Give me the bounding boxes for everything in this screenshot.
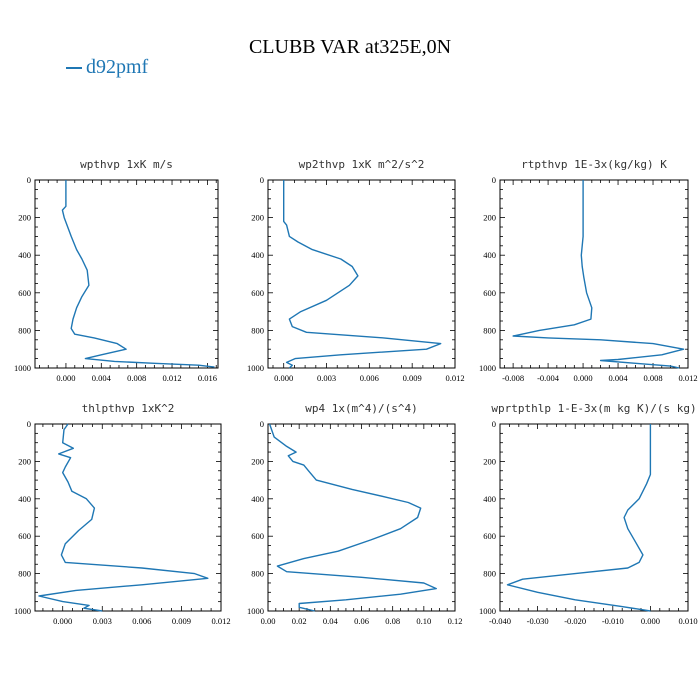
y-tick-label: 0 xyxy=(492,419,496,429)
plot-frame xyxy=(267,179,456,369)
x-tick-label: 0.003 xyxy=(93,616,112,626)
chart-panel-4: thlpthvp 1xK^2 0 200 400 600 800 1000 0.000 0.00… xyxy=(14,402,231,626)
y-tick-label: 800 xyxy=(18,325,31,335)
x-tick-label: 0.12 xyxy=(448,616,463,626)
x-tick-label: 0.000 xyxy=(574,373,593,383)
y-tick-label: 800 xyxy=(18,569,31,579)
y-tick-label: 0 xyxy=(260,175,264,185)
series-line xyxy=(506,424,652,612)
y-tick-label: 600 xyxy=(483,531,496,541)
chart-title: wp2thvp 1xK m^2/s^2 xyxy=(299,158,425,171)
x-tick-label: 0.08 xyxy=(385,616,400,626)
chart-panel-2: wp2thvp 1xK m^2/s^2 0 200 400 600 800 1000 0.00… xyxy=(247,158,465,383)
chart-title: wpthvp 1xK m/s xyxy=(80,158,173,171)
y-tick-label: 800 xyxy=(251,325,264,335)
x-tick-label: 0.000 xyxy=(274,373,293,383)
x-tick-label: 0.06 xyxy=(354,616,369,626)
series-line xyxy=(61,180,215,368)
x-tick-label: 0.009 xyxy=(403,373,422,383)
x-tick-label: 0.008 xyxy=(643,373,662,383)
x-tick-label: 0.000 xyxy=(56,373,75,383)
y-tick-label: 400 xyxy=(251,250,264,260)
y-tick-label: 1000 xyxy=(14,363,31,373)
x-tick-label: 0.009 xyxy=(172,616,191,626)
x-tick-label: -0.010 xyxy=(602,616,624,626)
y-tick-label: 400 xyxy=(18,494,31,504)
y-tick-label: 1000 xyxy=(247,606,264,616)
chart-title: wprtpthlp 1-E-3x(m kg K)/(s kg) xyxy=(491,402,696,415)
y-tick-label: 400 xyxy=(251,494,264,504)
x-tick-label: 0.012 xyxy=(211,616,230,626)
x-tick-label: 0.006 xyxy=(132,616,151,626)
y-tick-label: 200 xyxy=(251,213,264,223)
y-tick-label: 200 xyxy=(18,213,31,223)
y-tick-label: 600 xyxy=(18,288,31,298)
y-tick-label: 800 xyxy=(483,569,496,579)
chart-panel-1: wpthvp 1xK m/s 0 200 400 600 800 1000 0.000 0.00… xyxy=(14,158,219,383)
y-tick-label: 0 xyxy=(492,175,496,185)
series-line xyxy=(268,423,437,612)
y-tick-label: 200 xyxy=(483,213,496,223)
plot-frame xyxy=(34,179,219,369)
y-tick-label: 200 xyxy=(18,456,31,466)
y-tick-label: 400 xyxy=(18,250,31,260)
x-tick-label: 0.010 xyxy=(678,616,697,626)
y-tick-label: 200 xyxy=(251,456,264,466)
y-tick-label: 200 xyxy=(483,456,496,466)
plot-frame xyxy=(499,423,689,612)
x-tick-label: 0.016 xyxy=(198,373,217,383)
x-tick-label: -0.004 xyxy=(537,373,560,383)
x-tick-label: 0.10 xyxy=(416,616,431,626)
y-tick-label: 1000 xyxy=(479,363,496,373)
chart-title: thlpthvp 1xK^2 xyxy=(82,402,175,415)
y-tick-label: 400 xyxy=(483,494,496,504)
y-tick-label: 600 xyxy=(251,288,264,298)
y-tick-label: 1000 xyxy=(479,606,496,616)
y-tick-label: 0 xyxy=(27,175,31,185)
x-tick-label: 0.012 xyxy=(162,373,181,383)
x-tick-label: 0.003 xyxy=(317,373,336,383)
y-tick-label: 0 xyxy=(27,419,31,429)
chart-panel-6: wprtpthlp 1-E-3x(m kg K)/(s kg) 0 200 400 60… xyxy=(479,402,698,626)
x-tick-label: 0.012 xyxy=(678,373,697,383)
series-line xyxy=(38,423,209,612)
series-line xyxy=(512,180,685,369)
y-tick-label: 800 xyxy=(251,569,264,579)
y-tick-label: 600 xyxy=(251,531,264,541)
y-tick-label: 400 xyxy=(483,250,496,260)
x-tick-label: 0.000 xyxy=(641,616,660,626)
x-tick-label: -0.040 xyxy=(489,616,511,626)
x-tick-label: 0.004 xyxy=(608,373,628,383)
legend: d92pmf xyxy=(66,56,148,79)
y-tick-label: 1000 xyxy=(14,606,31,616)
x-tick-label: 0.02 xyxy=(292,616,307,626)
x-tick-label: 0.006 xyxy=(360,373,379,383)
y-tick-label: 800 xyxy=(483,325,496,335)
x-tick-label: 0.004 xyxy=(92,373,112,383)
chart-panel-3: rtpthvp 1E-3x(kg/kg) K02004006008001000-… xyxy=(479,158,698,383)
x-tick-label: -0.030 xyxy=(527,616,549,626)
x-tick-label: 0.04 xyxy=(323,616,339,626)
y-tick-label: 600 xyxy=(18,531,31,541)
y-tick-label: 600 xyxy=(483,288,496,298)
series-line xyxy=(283,180,442,369)
legend-line-swatch xyxy=(66,67,82,70)
y-tick-label: 1000 xyxy=(247,363,264,373)
page-title: CLUBB VAR at325E,0N xyxy=(248,36,452,58)
y-tick-label: 0 xyxy=(260,419,264,429)
x-tick-label: 0.000 xyxy=(53,616,72,626)
x-tick-label: -0.020 xyxy=(564,616,586,626)
x-tick-label: 0.012 xyxy=(445,373,464,383)
x-tick-label: -0.008 xyxy=(502,373,524,383)
x-tick-label: 0.00 xyxy=(261,616,276,626)
x-tick-label: 0.008 xyxy=(127,373,146,383)
chart-title: wp4 1x(m^4)/(s^4) xyxy=(305,402,418,415)
chart-title: rtpthvp 1E-3x(kg/kg) K xyxy=(521,158,667,171)
legend-label: d92pmf xyxy=(86,56,149,78)
